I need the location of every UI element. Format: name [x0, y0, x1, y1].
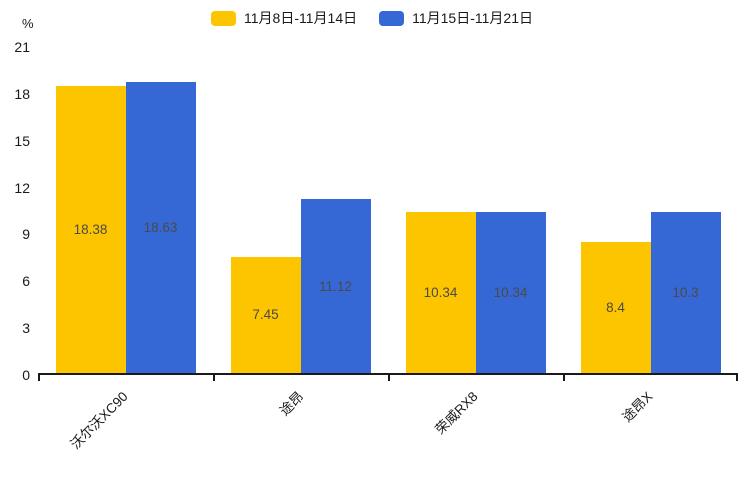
bar: 10.34 — [405, 211, 476, 373]
y-axis-tick-label: 6 — [22, 273, 30, 290]
legend-item[interactable]: 11月8日-11月14日 — [211, 8, 357, 28]
bar: 10.3 — [650, 212, 721, 373]
y-axis-tick-label: 3 — [22, 320, 30, 337]
bar-value-label: 18.63 — [143, 220, 178, 236]
y-axis-tick-label: 18 — [14, 85, 30, 102]
x-axis-category-label: 途昂X — [619, 388, 656, 425]
x-axis-tick — [213, 375, 215, 381]
bar: 8.4 — [580, 241, 651, 373]
x-axis-category-label: 荣威RX8 — [432, 388, 481, 438]
legend-label: 11月15日-11月21日 — [412, 10, 533, 26]
plot-area: 18.38 18.63 7.45 11.12 10.34 10.34 8.4 10.3 — [38, 47, 738, 381]
x-axis-tick — [38, 375, 40, 381]
legend-swatch-icon — [379, 10, 405, 26]
y-axis-unit-label: % — [22, 16, 34, 31]
bar-value-label: 18.38 — [73, 221, 108, 237]
bar: 10.34 — [475, 211, 546, 373]
bar: 11.12 — [300, 199, 371, 373]
x-axis-tick — [736, 375, 738, 381]
x-axis-category-label: 沃尔沃XC90 — [67, 388, 131, 452]
legend-item[interactable]: 11月15日-11月21日 — [379, 8, 533, 28]
bar-value-label: 11.12 — [319, 278, 352, 294]
chart-legend: 11月8日-11月14日 11月15日-11月21日 — [0, 8, 744, 28]
y-axis-tick-label: 0 — [22, 367, 30, 383]
bar-value-label: 8.4 — [606, 299, 625, 315]
y-axis-tick-label: 21 — [14, 39, 30, 55]
bar-value-label: 10.3 — [672, 285, 699, 301]
y-axis-tick-label: 9 — [22, 226, 30, 243]
bar-value-label: 10.34 — [423, 284, 458, 300]
x-axis-tick — [388, 375, 390, 381]
bar: 7.45 — [230, 256, 301, 373]
bar-value-label: 10.34 — [493, 284, 528, 300]
x-axis-tick — [563, 375, 565, 381]
bar: 18.38 — [55, 85, 126, 373]
legend-label: 11月8日-11月14日 — [244, 10, 358, 26]
y-axis-tick-label: 15 — [14, 132, 30, 149]
y-axis: 0 3 6 9 12 15 18 21 — [0, 39, 30, 383]
legend-swatch-icon — [211, 10, 237, 26]
bar: 18.63 — [125, 82, 196, 373]
y-axis-tick-label: 12 — [14, 179, 30, 196]
bar-value-label: 7.45 — [252, 307, 279, 323]
x-axis-category-label: 途昂 — [276, 388, 306, 419]
